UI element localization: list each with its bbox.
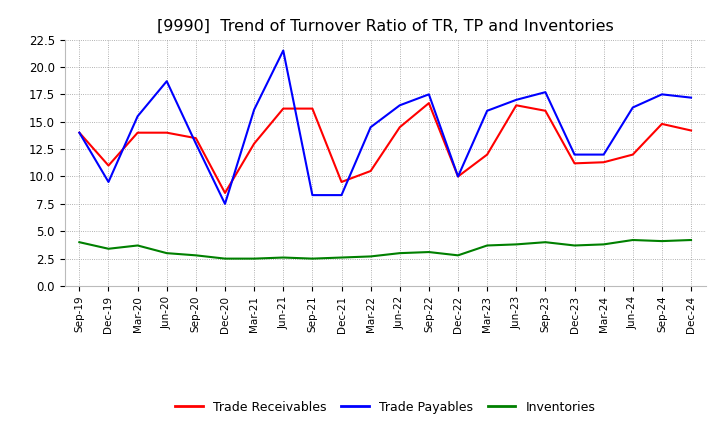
Trade Payables	[133, 114, 142, 119]
Trade Payables	[512, 97, 521, 103]
Inventories	[133, 243, 142, 248]
Title: [9990]  Trend of Turnover Ratio of TR, TP and Inventories: [9990] Trend of Turnover Ratio of TR, TP…	[157, 19, 613, 34]
Inventories	[570, 243, 579, 248]
Inventories	[192, 253, 200, 258]
Trade Receivables	[220, 190, 229, 195]
Trade Receivables	[483, 152, 492, 157]
Inventories	[220, 256, 229, 261]
Inventories	[657, 238, 666, 244]
Trade Receivables	[366, 169, 375, 174]
Trade Receivables	[337, 180, 346, 185]
Trade Payables	[250, 107, 258, 112]
Trade Receivables	[104, 163, 113, 168]
Trade Payables	[75, 130, 84, 136]
Inventories	[163, 250, 171, 256]
Trade Receivables	[133, 130, 142, 136]
Trade Receivables	[512, 103, 521, 108]
Trade Payables	[570, 152, 579, 157]
Trade Payables	[279, 48, 287, 53]
Trade Receivables	[570, 161, 579, 166]
Trade Receivables	[250, 141, 258, 146]
Trade Receivables	[687, 128, 696, 133]
Trade Payables	[483, 108, 492, 114]
Trade Payables	[220, 201, 229, 206]
Trade Payables	[454, 174, 462, 179]
Inventories	[279, 255, 287, 260]
Trade Receivables	[75, 130, 84, 136]
Trade Payables	[599, 152, 608, 157]
Trade Receivables	[541, 108, 550, 114]
Inventories	[104, 246, 113, 251]
Line: Trade Payables: Trade Payables	[79, 51, 691, 204]
Trade Payables	[629, 105, 637, 110]
Trade Receivables	[163, 130, 171, 136]
Inventories	[395, 250, 404, 256]
Inventories	[337, 255, 346, 260]
Inventories	[425, 249, 433, 255]
Trade Payables	[541, 89, 550, 95]
Trade Payables	[337, 192, 346, 198]
Inventories	[250, 256, 258, 261]
Line: Trade Receivables: Trade Receivables	[79, 103, 691, 193]
Trade Payables	[104, 180, 113, 185]
Legend: Trade Receivables, Trade Payables, Inventories: Trade Receivables, Trade Payables, Inven…	[170, 396, 600, 419]
Inventories	[512, 242, 521, 247]
Line: Inventories: Inventories	[79, 240, 691, 259]
Trade Receivables	[395, 125, 404, 130]
Trade Receivables	[308, 106, 317, 111]
Inventories	[308, 256, 317, 261]
Trade Receivables	[192, 136, 200, 141]
Inventories	[687, 237, 696, 242]
Inventories	[366, 254, 375, 259]
Inventories	[454, 253, 462, 258]
Trade Receivables	[629, 152, 637, 157]
Inventories	[629, 237, 637, 242]
Trade Payables	[657, 92, 666, 97]
Trade Payables	[192, 141, 200, 146]
Inventories	[541, 239, 550, 245]
Trade Payables	[308, 192, 317, 198]
Trade Payables	[366, 125, 375, 130]
Inventories	[599, 242, 608, 247]
Inventories	[483, 243, 492, 248]
Trade Receivables	[279, 106, 287, 111]
Trade Payables	[425, 92, 433, 97]
Trade Receivables	[425, 100, 433, 106]
Trade Receivables	[454, 174, 462, 179]
Trade Receivables	[599, 160, 608, 165]
Inventories	[75, 239, 84, 245]
Trade Payables	[687, 95, 696, 100]
Trade Receivables	[657, 121, 666, 127]
Trade Payables	[395, 103, 404, 108]
Trade Payables	[163, 79, 171, 84]
